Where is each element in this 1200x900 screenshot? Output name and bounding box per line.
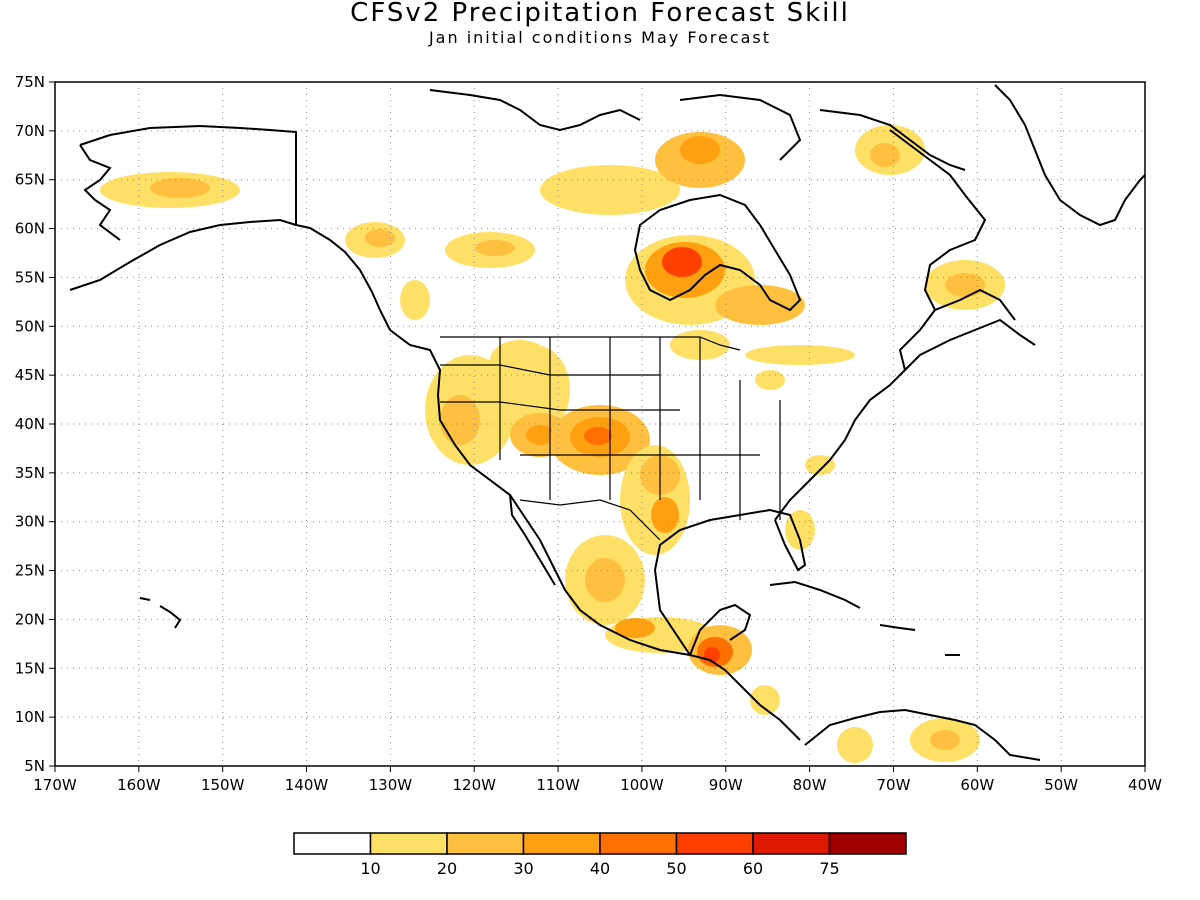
coast-greenland [994, 84, 1145, 227]
skill-shading-layer [100, 125, 1005, 763]
coast-labrador [889, 129, 1016, 371]
colorbar-bin [752, 832, 831, 855]
skill-region-utah-core [526, 425, 554, 445]
coast-hudson-bay [633, 193, 802, 312]
map-subtitle: Jan initial conditions May Forecast [428, 28, 772, 47]
lat-tick-label: 30N [15, 513, 45, 531]
skill-region-wa-coast [400, 280, 430, 320]
coast-baja [509, 494, 556, 586]
lat-tick-label: 65N [15, 171, 45, 189]
coast-gulf [653, 508, 807, 656]
skill-region-nicaragua [750, 685, 780, 715]
colorbar-label: 10 [360, 859, 380, 878]
skill-region-quebec-south [745, 345, 855, 365]
colorbar-label: 50 [666, 859, 686, 878]
colorbar-bin [369, 832, 448, 855]
lat-tick-label: 60N [15, 220, 45, 238]
skill-region-baffin-core [870, 143, 900, 167]
lon-tick-label: 160W [117, 776, 161, 794]
skill-region-hudson-south-core [662, 247, 702, 277]
skill-region-nunavut [540, 165, 680, 215]
skill-region-bc-core [365, 229, 395, 247]
coast-west [389, 329, 801, 741]
map-title: CFSv2 Precipitation Forecast Skill [350, 0, 850, 28]
skill-region-canada-west-core [475, 240, 515, 256]
colorbar-bin [675, 832, 754, 855]
skill-region-texas-core [651, 497, 679, 533]
skill-region-montana [490, 340, 550, 380]
lon-tick-label: 140W [285, 776, 329, 794]
coast-hawaii [139, 597, 182, 629]
lat-tick-label: 15N [15, 659, 45, 677]
skill-region-carolina [805, 455, 835, 475]
colorbar-label: 30 [513, 859, 533, 878]
lat-tick-label: 20N [15, 610, 45, 628]
colorbar-label: 20 [437, 859, 457, 878]
lon-tick-label: 170W [33, 776, 77, 794]
skill-region-colorado-core [584, 427, 612, 445]
political-borders-layer [440, 336, 781, 541]
skill-region-mexico-north-core [585, 558, 625, 602]
graticule-grid [55, 82, 1145, 766]
lon-tick-label: 80W [793, 776, 827, 794]
skill-colorbar: 10 20 30 40 50 60 75 [293, 832, 907, 878]
border-us-states [440, 337, 781, 520]
coastlines-layer [69, 84, 1145, 761]
skill-region-california-core [440, 395, 480, 445]
lon-tick-label: 130W [369, 776, 413, 794]
lon-tick-label: 60W [960, 776, 994, 794]
colorbar-bin [293, 832, 372, 855]
skill-region-alaska-core [150, 178, 210, 198]
lon-tick-label: 100W [620, 776, 664, 794]
colorbar-bin [599, 832, 678, 855]
skill-region-venezuela-core [930, 730, 960, 750]
skill-region-ontario [715, 285, 805, 325]
skill-region-hudson-north-core [680, 136, 720, 164]
colorbar-bin [446, 832, 525, 855]
coast-arctic-islands [429, 89, 966, 171]
lat-tick-label: 70N [15, 122, 45, 140]
lat-tick-label: 50N [15, 317, 45, 335]
colorbar-label: 40 [590, 859, 610, 878]
coast-south-america [804, 708, 1041, 761]
skill-region-michigan [755, 370, 785, 390]
border-us-mexico [519, 499, 661, 541]
lat-tick-label: 55N [15, 268, 45, 286]
lon-tick-label: 120W [452, 776, 496, 794]
longitude-axis: 170W 160W 150W 140W 130W 120W 110W 100W 90W 80W 70… [33, 766, 1162, 794]
lon-tick-label: 70W [877, 776, 911, 794]
lat-tick-label: 40N [15, 415, 45, 433]
lon-tick-label: 50W [1044, 776, 1078, 794]
lon-tick-label: 90W [709, 776, 743, 794]
lon-tick-label: 150W [201, 776, 245, 794]
colorbar-label: 60 [743, 859, 763, 878]
lat-tick-label: 75N [15, 73, 45, 91]
latitude-axis: 5N 10N 15N 20N 25N 30N 35N 40N 45N 50N 55N 60N 65N 70… [15, 73, 55, 775]
colorbar-label: 75 [819, 859, 839, 878]
lat-tick-label: 25N [15, 562, 45, 580]
skill-region-colombia [837, 727, 873, 763]
lon-tick-label: 110W [536, 776, 580, 794]
lat-tick-label: 5N [24, 757, 45, 775]
lon-tick-label: 40W [1128, 776, 1162, 794]
lat-tick-label: 45N [15, 366, 45, 384]
lat-tick-label: 35N [15, 464, 45, 482]
coast-alaska [69, 124, 391, 331]
skill-region-mexico-south-core [615, 618, 655, 638]
colorbar-bin [522, 832, 601, 855]
lat-tick-label: 10N [15, 708, 45, 726]
colorbar-bin [828, 832, 907, 855]
coast-caribbean [769, 580, 960, 656]
coast-east [774, 318, 1036, 521]
skill-region-labrador-core [945, 273, 985, 297]
